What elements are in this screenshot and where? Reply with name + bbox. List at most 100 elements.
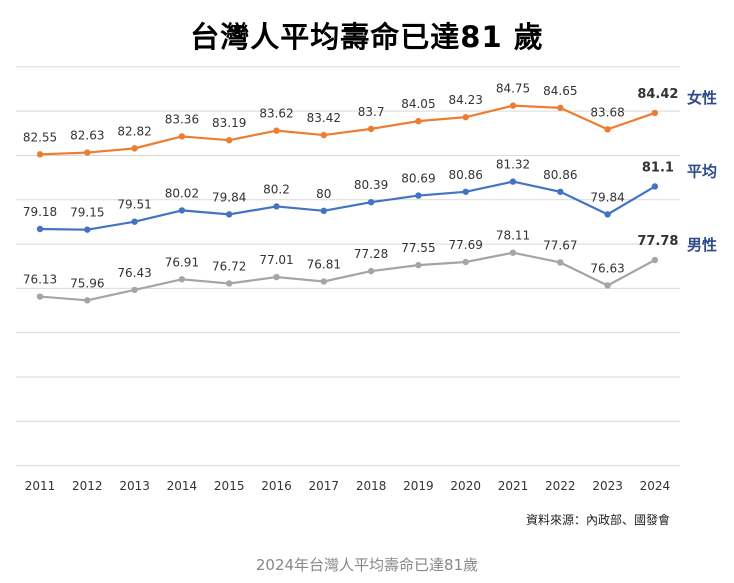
x-tick-label: 2022 [545, 479, 576, 493]
chart-title: 台灣人平均壽命已達81 歲 [190, 20, 544, 54]
series-line-1 [39, 104, 656, 156]
x-tick-label: 2015 [214, 479, 245, 493]
data-point [604, 211, 611, 218]
series-lines [36, 102, 659, 304]
data-point [509, 178, 517, 185]
x-tick-label: 2012 [72, 479, 103, 493]
data-label: 80.69 [401, 172, 435, 186]
data-point [84, 226, 91, 233]
data-point [651, 256, 659, 264]
data-point [131, 218, 138, 225]
gridlines [16, 66, 680, 467]
data-point [462, 113, 469, 121]
data-point [557, 259, 564, 266]
data-label: 84.75 [496, 82, 530, 96]
data-point [226, 136, 233, 144]
x-tick-label: 2019 [403, 479, 434, 493]
data-label: 84.23 [449, 93, 483, 107]
data-label: 80.86 [449, 168, 483, 182]
data-point [178, 207, 186, 214]
data-point [131, 145, 138, 152]
data-label: 76.72 [212, 259, 246, 273]
data-label: 79.18 [23, 205, 57, 219]
data-label: 83.62 [259, 107, 293, 121]
data-label: 82.82 [117, 124, 151, 138]
data-label: 80.86 [543, 168, 577, 182]
data-label: 80.39 [354, 178, 388, 192]
data-label: 84.42 [637, 87, 678, 102]
data-point [178, 276, 186, 283]
series-line-3 [39, 251, 656, 302]
x-tick-label: 2021 [498, 479, 529, 493]
x-tick-label: 2018 [356, 479, 387, 493]
data-label: 76.43 [117, 266, 151, 280]
data-point [273, 127, 280, 134]
x-tick-label: 2024 [640, 479, 671, 493]
data-point [415, 261, 422, 269]
x-tick-label: 2023 [592, 479, 623, 493]
data-label: 80.02 [165, 186, 199, 200]
data-point [226, 280, 233, 287]
data-label: 77.78 [637, 234, 678, 249]
data-label: 82.63 [70, 129, 104, 143]
data-point [462, 258, 469, 266]
data-point [509, 249, 517, 256]
data-label: 75.96 [70, 276, 104, 290]
data-point [557, 188, 564, 195]
data-label: 79.84 [212, 190, 246, 204]
data-point [557, 104, 564, 112]
data-point [131, 286, 138, 294]
series-line-2 [39, 180, 656, 231]
data-label: 79.84 [590, 190, 624, 204]
data-point [320, 207, 327, 215]
data-point [367, 267, 375, 275]
data-point [273, 203, 280, 210]
data-point [273, 273, 280, 281]
data-point [226, 211, 233, 218]
data-label: 83.7 [358, 105, 385, 119]
x-tick-label: 2017 [309, 479, 340, 493]
data-point [320, 278, 327, 285]
data-label: 77.69 [449, 238, 483, 252]
data-label: 83.42 [307, 111, 341, 125]
data-label: 77.28 [354, 247, 388, 261]
data-point [415, 192, 422, 199]
data-point [651, 183, 659, 190]
data-label: 83.68 [590, 105, 624, 119]
data-point [36, 225, 44, 233]
x-tick-label: 2014 [167, 479, 198, 493]
x-tick-label: 2011 [25, 479, 56, 493]
data-point [604, 282, 611, 289]
x-tick-label: 2016 [261, 479, 292, 493]
x-tick-label: 2013 [119, 479, 150, 493]
series-name-label: 平均 [687, 162, 717, 180]
data-label: 83.19 [212, 116, 246, 130]
data-label: 81.32 [496, 158, 530, 172]
data-label: 77.55 [401, 241, 435, 255]
data-point [36, 293, 44, 300]
data-label: 80 [316, 187, 331, 201]
data-label: 84.65 [543, 84, 577, 98]
data-label: 76.91 [165, 255, 199, 269]
data-point [462, 188, 469, 195]
data-label: 78.11 [496, 229, 530, 243]
data-labels: 82.55 82.63 82.82 83.36 83.19 83.62 83.42 83.7 8… [23, 82, 717, 291]
data-label: 76.81 [307, 257, 341, 271]
data-point [604, 126, 611, 133]
data-label: 76.13 [23, 273, 57, 287]
data-point [509, 102, 517, 109]
source-note: 資料來源：內政部、國發會 [525, 513, 670, 527]
data-label: 83.36 [165, 112, 199, 126]
data-point [367, 125, 375, 133]
data-label: 77.67 [543, 238, 577, 252]
data-point [415, 117, 422, 125]
data-point [651, 109, 659, 117]
data-label: 77.01 [259, 253, 293, 267]
data-label: 79.51 [117, 198, 151, 212]
data-point [178, 133, 186, 140]
data-label: 84.05 [401, 97, 435, 111]
data-label: 79.15 [70, 206, 104, 220]
data-point [36, 151, 44, 158]
data-label: 82.55 [23, 130, 57, 144]
